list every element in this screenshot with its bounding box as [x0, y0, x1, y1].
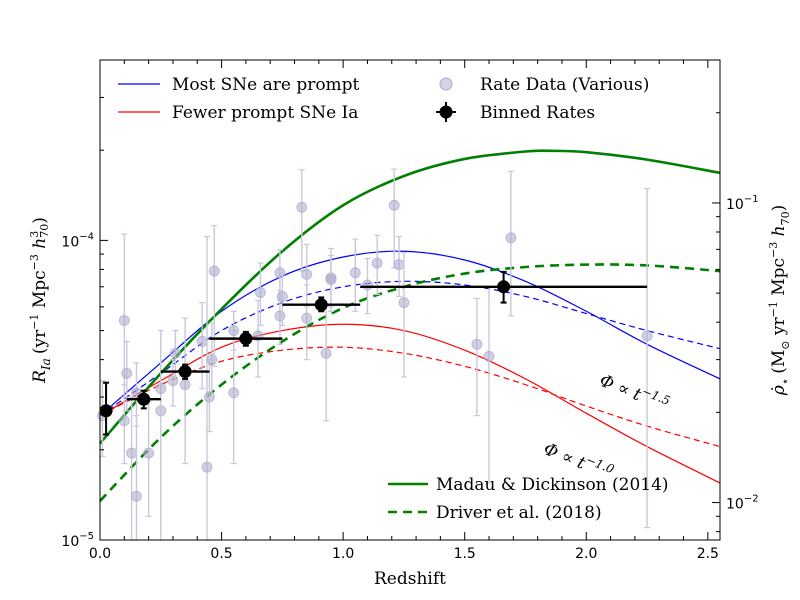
- rate-point-28: [320, 347, 332, 359]
- y-right-sub: ⋆: [778, 378, 792, 386]
- y-right-symbol: ρ̇: [769, 385, 789, 396]
- y-left-symbol: R: [30, 370, 50, 384]
- curve-5: [99, 263, 721, 502]
- y-right-units-c: Mpc: [769, 258, 789, 301]
- rate-point-33: [371, 257, 383, 269]
- rate-point-7: [143, 447, 155, 459]
- curve-2: [99, 323, 721, 484]
- rate-point-30: [325, 274, 337, 286]
- rate-point-21: [254, 286, 266, 298]
- curve-0: [99, 250, 721, 417]
- binned-point-3: [239, 332, 253, 346]
- legend-label-madau: Madau & Dickinson (2014): [436, 475, 669, 495]
- y-right-units-a: (M: [769, 350, 789, 374]
- x-tick-label-5: 2.5: [697, 546, 719, 562]
- x-tick-label-3: 1.5: [454, 546, 476, 562]
- y-left-exp-a: −1: [28, 314, 41, 330]
- y-right-sub-d: 70: [779, 211, 792, 225]
- x-tick-label-0: 0.0: [89, 546, 111, 562]
- rate-point-35: [393, 259, 405, 271]
- rate-data-layer: [96, 168, 653, 541]
- rate-point-13: [196, 335, 208, 347]
- curves-layer: [99, 149, 721, 502]
- y-right-tick-label-0: 10−2: [726, 494, 759, 513]
- binned-point-5: [497, 280, 511, 294]
- curve-1: [99, 280, 721, 417]
- rate-point-38: [483, 350, 495, 362]
- rate-point-11: [169, 347, 181, 359]
- rate-point-36: [398, 297, 410, 309]
- rate-point-40: [641, 330, 653, 342]
- rate-point-9: [155, 383, 167, 395]
- y-left-units-d: ): [30, 217, 50, 224]
- rate-point-18: [228, 387, 240, 399]
- y-right-sun: ⊙: [779, 341, 792, 350]
- rate-point-37: [471, 338, 483, 350]
- rate-point-26: [301, 312, 313, 324]
- y-left-sub: Ia: [39, 358, 53, 371]
- rate-point-2: [118, 415, 130, 427]
- y-axis-left-title: RIa (yr−1 Mpc−3 h370): [28, 217, 53, 384]
- rate-point-39: [505, 232, 517, 244]
- legend-bottom: Madau & Dickinson (2014) Driver et al. (…: [388, 475, 669, 523]
- y-right-tick-label-1: 10−1: [726, 194, 759, 213]
- rate-point-31: [349, 267, 361, 279]
- y-left-exp-b: −3: [28, 254, 41, 270]
- legend-label-driver: Driver et al. (2018): [436, 503, 602, 523]
- y-left-units-b: Mpc: [30, 270, 50, 313]
- x-axis-title: Redshift: [374, 569, 446, 589]
- rate-point-5: [130, 490, 142, 502]
- rate-point-12: [179, 379, 191, 391]
- legend-marker-binned: [439, 105, 453, 119]
- rate-point-22: [274, 310, 286, 322]
- y-left-tick-label-1: 10−4: [61, 231, 94, 250]
- legend-label-most-prompt: Most SNe are prompt: [172, 75, 360, 95]
- legend-marker-rate-data: [439, 77, 453, 91]
- rate-point-23: [274, 267, 286, 279]
- x-tick-label-4: 2.0: [575, 546, 597, 562]
- rate-point-19: [228, 325, 240, 337]
- rate-point-16: [206, 354, 218, 366]
- y-right-units-d: h: [769, 225, 789, 241]
- binned-point-1: [137, 392, 151, 406]
- legend-label-rate-data: Rate Data (Various): [480, 75, 649, 95]
- legend-label-binned: Binned Rates: [480, 103, 595, 123]
- rate-point-4: [126, 447, 138, 459]
- rate-point-24: [276, 290, 288, 302]
- y-left-units-c: h: [30, 238, 50, 254]
- legend-label-fewer-prompt: Fewer prompt SNe Ia: [172, 103, 358, 123]
- rate-point-14: [201, 461, 213, 473]
- y-left-exp-c: 3: [28, 231, 41, 238]
- plot-frame: [99, 59, 721, 541]
- y-left-units-a: (yr: [30, 329, 50, 354]
- y-left-tick-label-0: 10−5: [61, 531, 94, 550]
- y-right-exp-b: −1: [767, 301, 780, 317]
- rate-point-17: [208, 265, 220, 277]
- y-axis-right-title: ρ̇⋆ (M⊙ yr−1 Mpc−3 h70): [767, 205, 792, 397]
- y-right-exp-c: −3: [767, 242, 780, 258]
- rate-point-3: [121, 367, 133, 379]
- ticks-layer: 0.0 0.5 1.0 1.5 2.0 2.5 10−5 10−4 10−2 10−1: [61, 59, 759, 562]
- binned-point-0: [99, 404, 113, 418]
- y-left-sub-c: 70: [38, 224, 51, 238]
- rate-point-32: [361, 279, 373, 291]
- x-tick-label-2: 1.0: [332, 546, 354, 562]
- binned-rates-layer: [99, 270, 648, 436]
- rate-point-1: [118, 315, 130, 327]
- plot-area: [100, 60, 720, 540]
- binned-point-4: [314, 298, 328, 312]
- rate-point-34: [388, 199, 400, 211]
- y-right-units-b: yr: [769, 317, 789, 341]
- binned-point-2: [178, 365, 192, 379]
- y-right-units-e: ): [769, 205, 789, 212]
- rate-point-25: [296, 201, 308, 213]
- x-tick-label-1: 0.5: [210, 546, 232, 562]
- curve-3: [99, 346, 721, 448]
- rate-point-27: [301, 268, 313, 280]
- legend-top: Most SNe are prompt Fewer prompt SNe Ia …: [118, 75, 649, 123]
